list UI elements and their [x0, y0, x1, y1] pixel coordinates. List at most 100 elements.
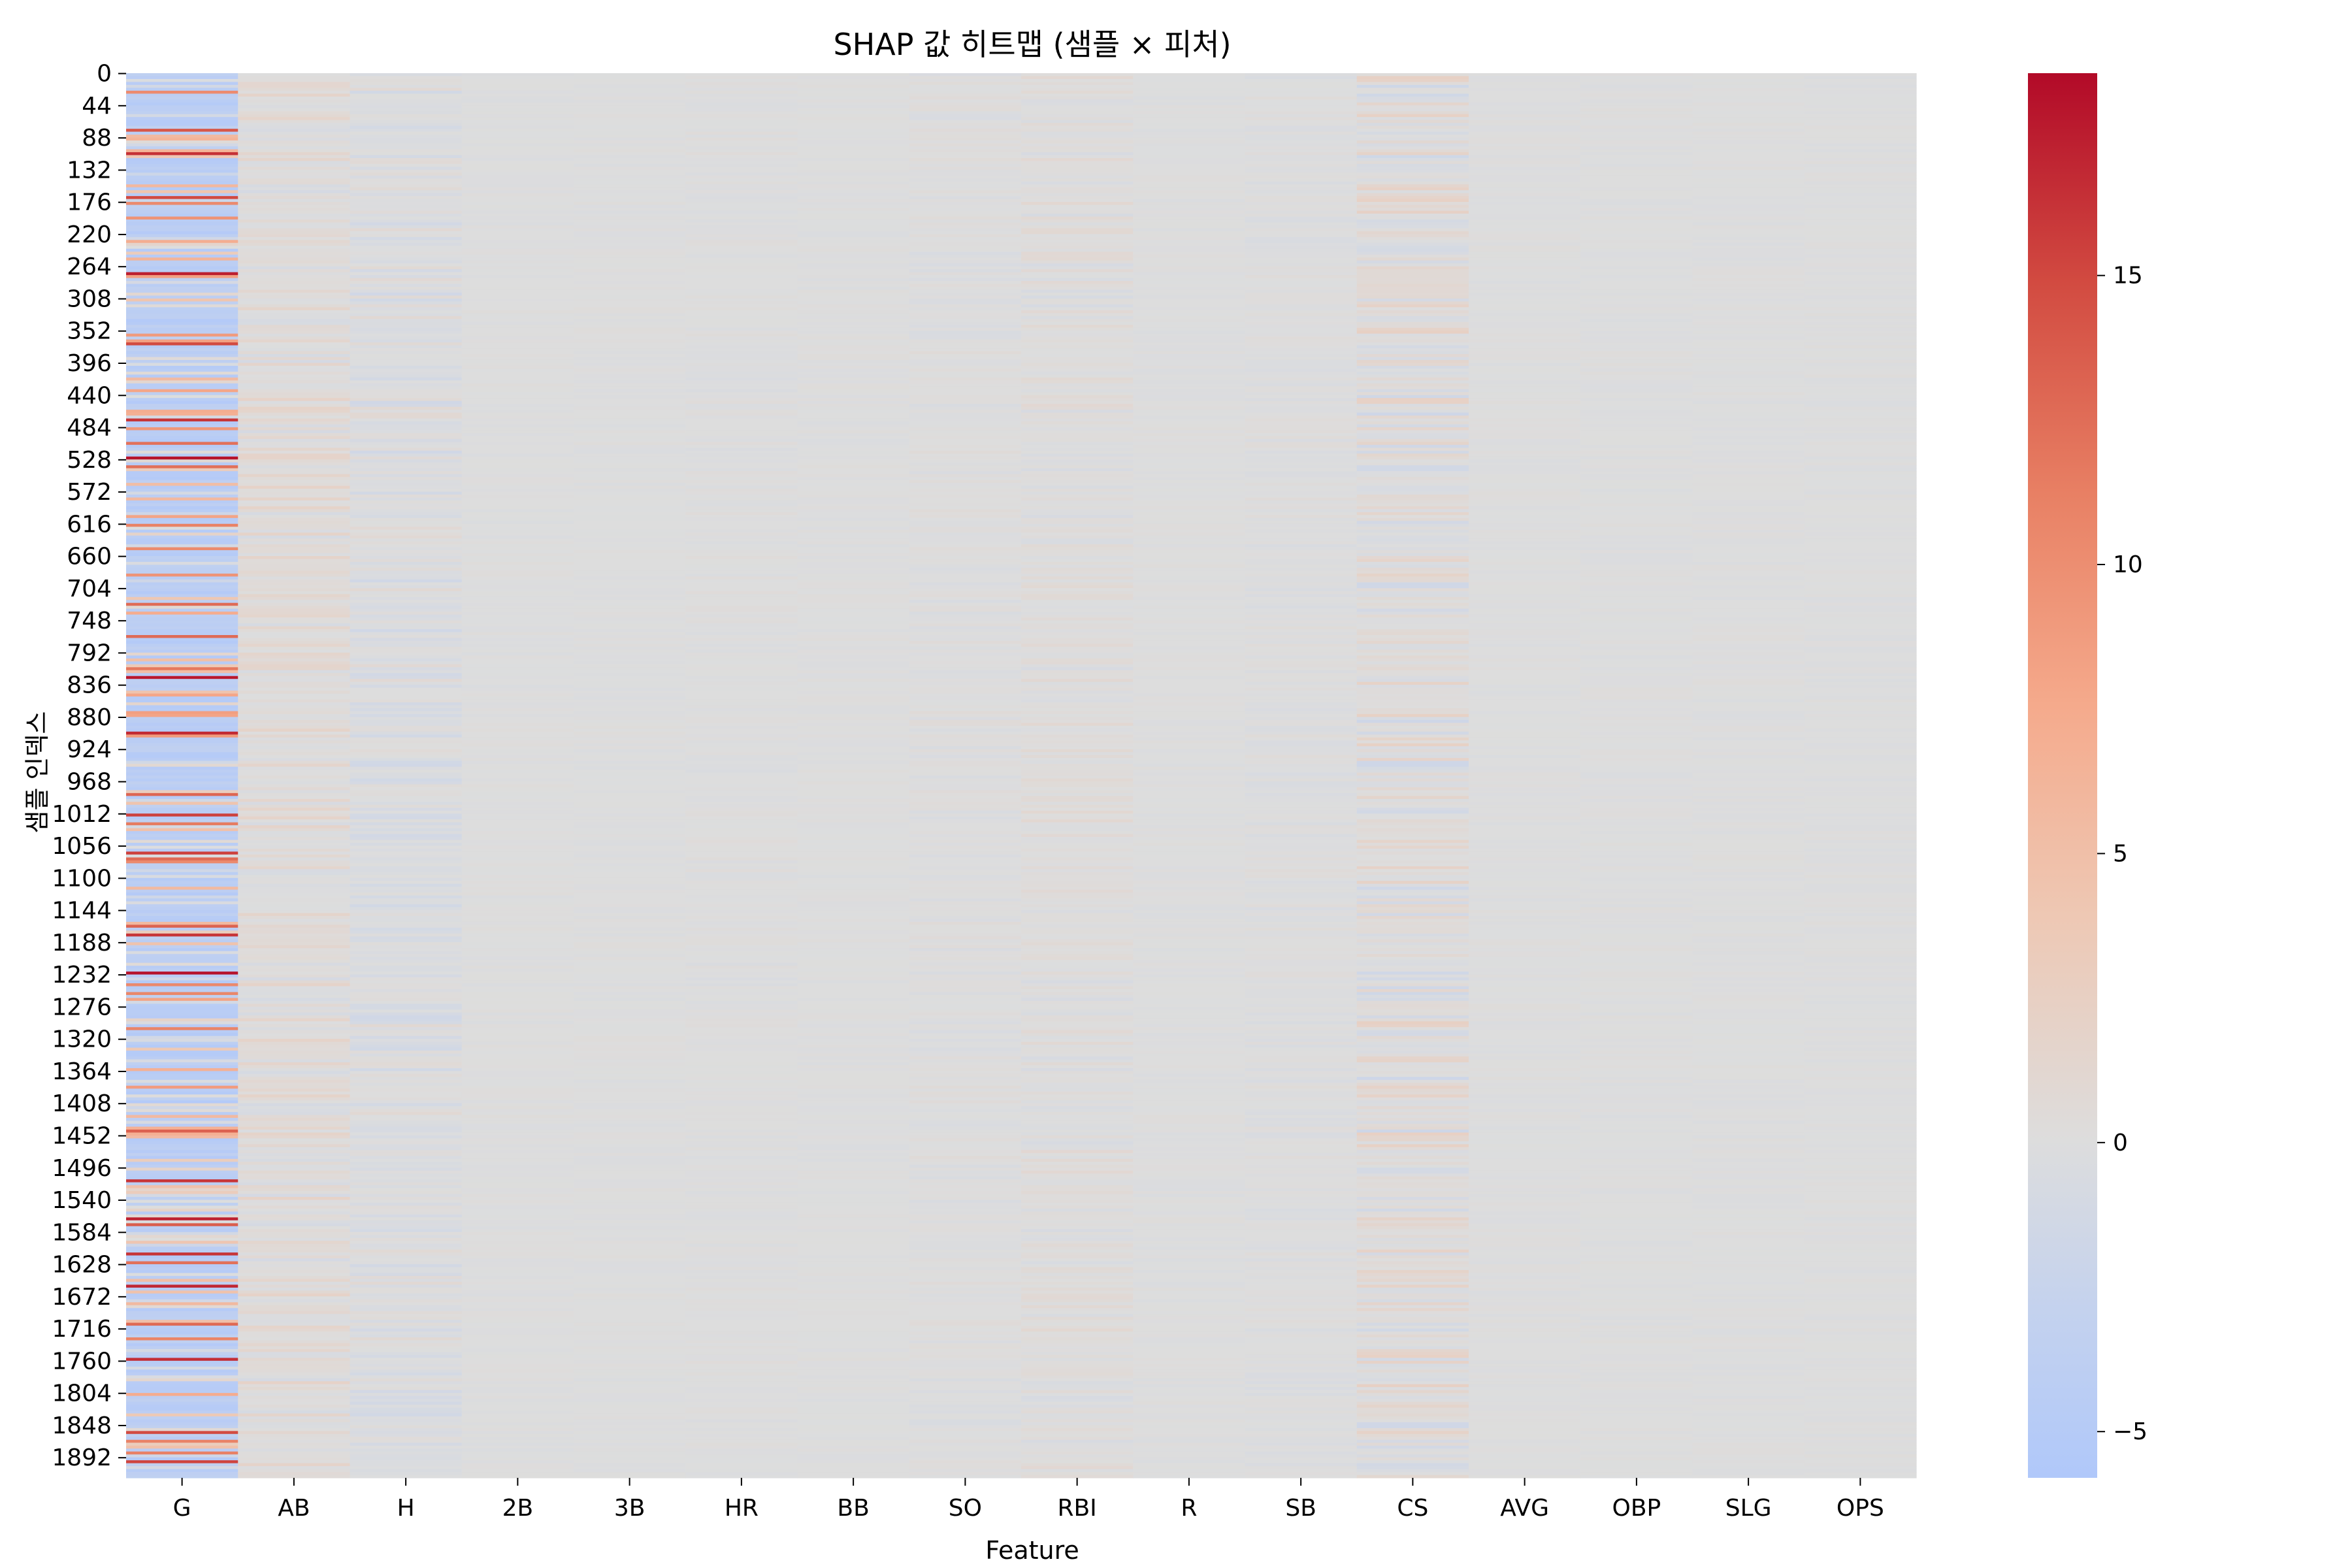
heatmap-cell: [1245, 231, 1358, 235]
heatmap-cell: [126, 784, 238, 788]
heatmap-cell: [1133, 1191, 1246, 1195]
heatmap-cell: [461, 702, 574, 706]
heatmap-cell: [574, 339, 686, 343]
heatmap-cell: [1245, 76, 1358, 80]
heatmap-cell: [797, 1243, 910, 1247]
heatmap-cell: [909, 316, 1022, 319]
heatmap-cell: [1133, 760, 1246, 764]
heatmap-cell: [350, 1384, 463, 1388]
heatmap-cell: [909, 1115, 1022, 1119]
heatmap-cell: [1133, 78, 1246, 83]
heatmap-cell: [126, 1073, 238, 1077]
heatmap-cell: [1245, 222, 1358, 226]
heatmap-cell: [238, 1463, 351, 1467]
heatmap-cell: [574, 1364, 686, 1367]
heatmap-cell: [126, 798, 238, 802]
heatmap-cell: [685, 252, 798, 255]
heatmap-cell: [1133, 152, 1246, 156]
heatmap-cell: [574, 433, 686, 437]
heatmap-cell: [461, 708, 574, 712]
heatmap-cell: [909, 497, 1022, 501]
heatmap-cell: [685, 82, 798, 86]
heatmap-cell: [1133, 1041, 1246, 1045]
heatmap-cell: [685, 591, 798, 595]
heatmap-cell: [797, 731, 910, 735]
heatmap-cell: [797, 983, 910, 987]
heatmap-cell: [461, 573, 574, 578]
heatmap-cell: [126, 491, 238, 495]
heatmap-cell: [461, 433, 574, 437]
heatmap-cell: [238, 986, 351, 990]
heatmap-cell: [461, 1185, 574, 1189]
heatmap-cell: [909, 506, 1022, 510]
heatmap-cell: [797, 766, 910, 770]
heatmap-cell: [1021, 1197, 1134, 1201]
heatmap-cell: [461, 1059, 574, 1063]
heatmap-cell: [909, 1158, 1022, 1162]
heatmap-cell: [1021, 307, 1134, 311]
heatmap-cell: [461, 161, 574, 165]
heatmap-cell: [461, 357, 574, 361]
heatmap-cell: [461, 1009, 574, 1013]
heatmap-cell: [909, 851, 1022, 855]
heatmap-cell: [238, 1460, 351, 1464]
heatmap-cell: [126, 594, 238, 598]
heatmap-cell: [909, 1308, 1022, 1312]
heatmap-cell: [1021, 161, 1134, 165]
heatmap-cell: [1133, 187, 1246, 191]
heatmap-cell: [461, 99, 574, 103]
heatmap-cell: [1021, 1012, 1134, 1016]
heatmap-cell: [574, 1071, 686, 1075]
heatmap-cell: [461, 196, 574, 200]
heatmap-cell: [1021, 1056, 1134, 1060]
heatmap-cell: [574, 1296, 686, 1300]
heatmap-cell: [238, 673, 351, 677]
heatmap-cell: [797, 948, 910, 952]
heatmap-cell: [350, 924, 463, 928]
heatmap-cell: [685, 1375, 798, 1379]
heatmap-cell: [1133, 275, 1246, 279]
heatmap-cell: [350, 1407, 463, 1411]
heatmap-cell: [574, 1366, 686, 1370]
heatmap-cell: [909, 102, 1022, 106]
heatmap-cell: [238, 1275, 351, 1280]
heatmap-cell: [350, 477, 463, 481]
heatmap-cell: [1021, 562, 1134, 566]
heatmap-cell: [1133, 834, 1246, 838]
heatmap-cell: [1133, 866, 1246, 870]
heatmap-cell: [461, 927, 574, 931]
heatmap-cell: [1021, 717, 1134, 721]
heatmap-cell: [574, 181, 686, 185]
heatmap-cell: [1021, 380, 1134, 384]
heatmap-cell: [350, 222, 463, 226]
heatmap-cell: [350, 149, 463, 153]
heatmap-cell: [1133, 1433, 1246, 1437]
heatmap-cell: [461, 172, 574, 176]
heatmap-cell: [350, 491, 463, 495]
heatmap-cell: [1245, 345, 1358, 349]
heatmap-cell: [461, 427, 574, 431]
heatmap-cell: [797, 1475, 910, 1478]
heatmap-cell: [797, 129, 910, 133]
heatmap-cell: [574, 503, 686, 507]
heatmap-cell: [461, 670, 574, 674]
heatmap-cell: [461, 667, 574, 671]
heatmap-cell: [126, 339, 238, 343]
heatmap-cell: [1245, 84, 1358, 88]
heatmap-cell: [574, 933, 686, 937]
heatmap-cell: [238, 1211, 351, 1215]
heatmap-cell: [1245, 497, 1358, 501]
heatmap-cell: [350, 652, 463, 656]
heatmap-cell: [797, 620, 910, 624]
heatmap-cell: [126, 380, 238, 384]
heatmap-cell: [909, 825, 1022, 829]
heatmap-cell: [685, 1024, 798, 1028]
heatmap-cell: [685, 377, 798, 381]
heatmap-cell: [1021, 1185, 1134, 1189]
heatmap-cell: [126, 1079, 238, 1083]
heatmap-cell: [126, 281, 238, 285]
heatmap-cell: [1133, 719, 1246, 723]
heatmap-cell: [1021, 1027, 1134, 1031]
heatmap-cell: [238, 114, 351, 118]
heatmap-cell: [574, 617, 686, 621]
